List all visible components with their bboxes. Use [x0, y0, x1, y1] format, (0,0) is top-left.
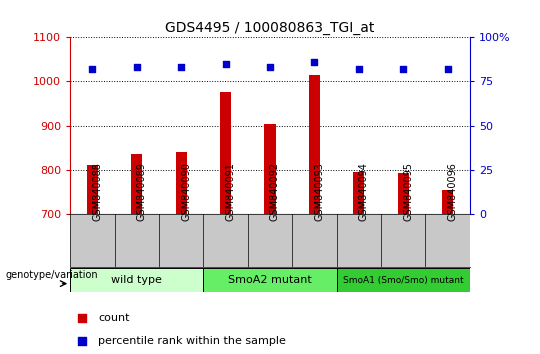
Point: [310, 59, 319, 65]
Text: GSM840090: GSM840090: [181, 162, 191, 221]
Text: percentile rank within the sample: percentile rank within the sample: [98, 336, 286, 346]
Text: wild type: wild type: [111, 275, 162, 285]
Text: SmoA1 (Smo/Smo) mutant: SmoA1 (Smo/Smo) mutant: [343, 275, 463, 285]
Text: GSM840089: GSM840089: [137, 162, 147, 221]
Title: GDS4495 / 100080863_TGI_at: GDS4495 / 100080863_TGI_at: [165, 21, 375, 35]
Bar: [220, 92, 231, 214]
Point: [88, 66, 97, 72]
Bar: [131, 154, 143, 214]
Point: [132, 64, 141, 70]
Bar: [309, 75, 320, 214]
Text: GSM840095: GSM840095: [403, 161, 413, 221]
Text: GSM840093: GSM840093: [314, 162, 325, 221]
Text: GSM840091: GSM840091: [226, 162, 235, 221]
FancyBboxPatch shape: [336, 268, 470, 292]
Point: [177, 64, 186, 70]
Bar: [87, 165, 98, 214]
Bar: [442, 190, 453, 214]
Text: SmoA2 mutant: SmoA2 mutant: [228, 275, 312, 285]
Text: genotype/variation: genotype/variation: [5, 270, 98, 280]
Text: GSM840092: GSM840092: [270, 161, 280, 221]
Point: [375, 32, 383, 38]
Bar: [176, 152, 187, 214]
Point: [443, 66, 452, 72]
FancyBboxPatch shape: [204, 268, 336, 292]
Text: GSM840096: GSM840096: [448, 162, 457, 221]
Text: GSM840088: GSM840088: [92, 162, 103, 221]
Bar: [397, 173, 409, 214]
Bar: [265, 124, 275, 214]
Bar: [353, 172, 365, 214]
Text: count: count: [98, 313, 130, 323]
Point: [399, 66, 408, 72]
FancyBboxPatch shape: [70, 268, 204, 292]
Point: [266, 64, 274, 70]
Point: [375, 241, 383, 247]
Point: [221, 61, 230, 67]
Point: [354, 66, 363, 72]
Text: GSM840094: GSM840094: [359, 162, 369, 221]
